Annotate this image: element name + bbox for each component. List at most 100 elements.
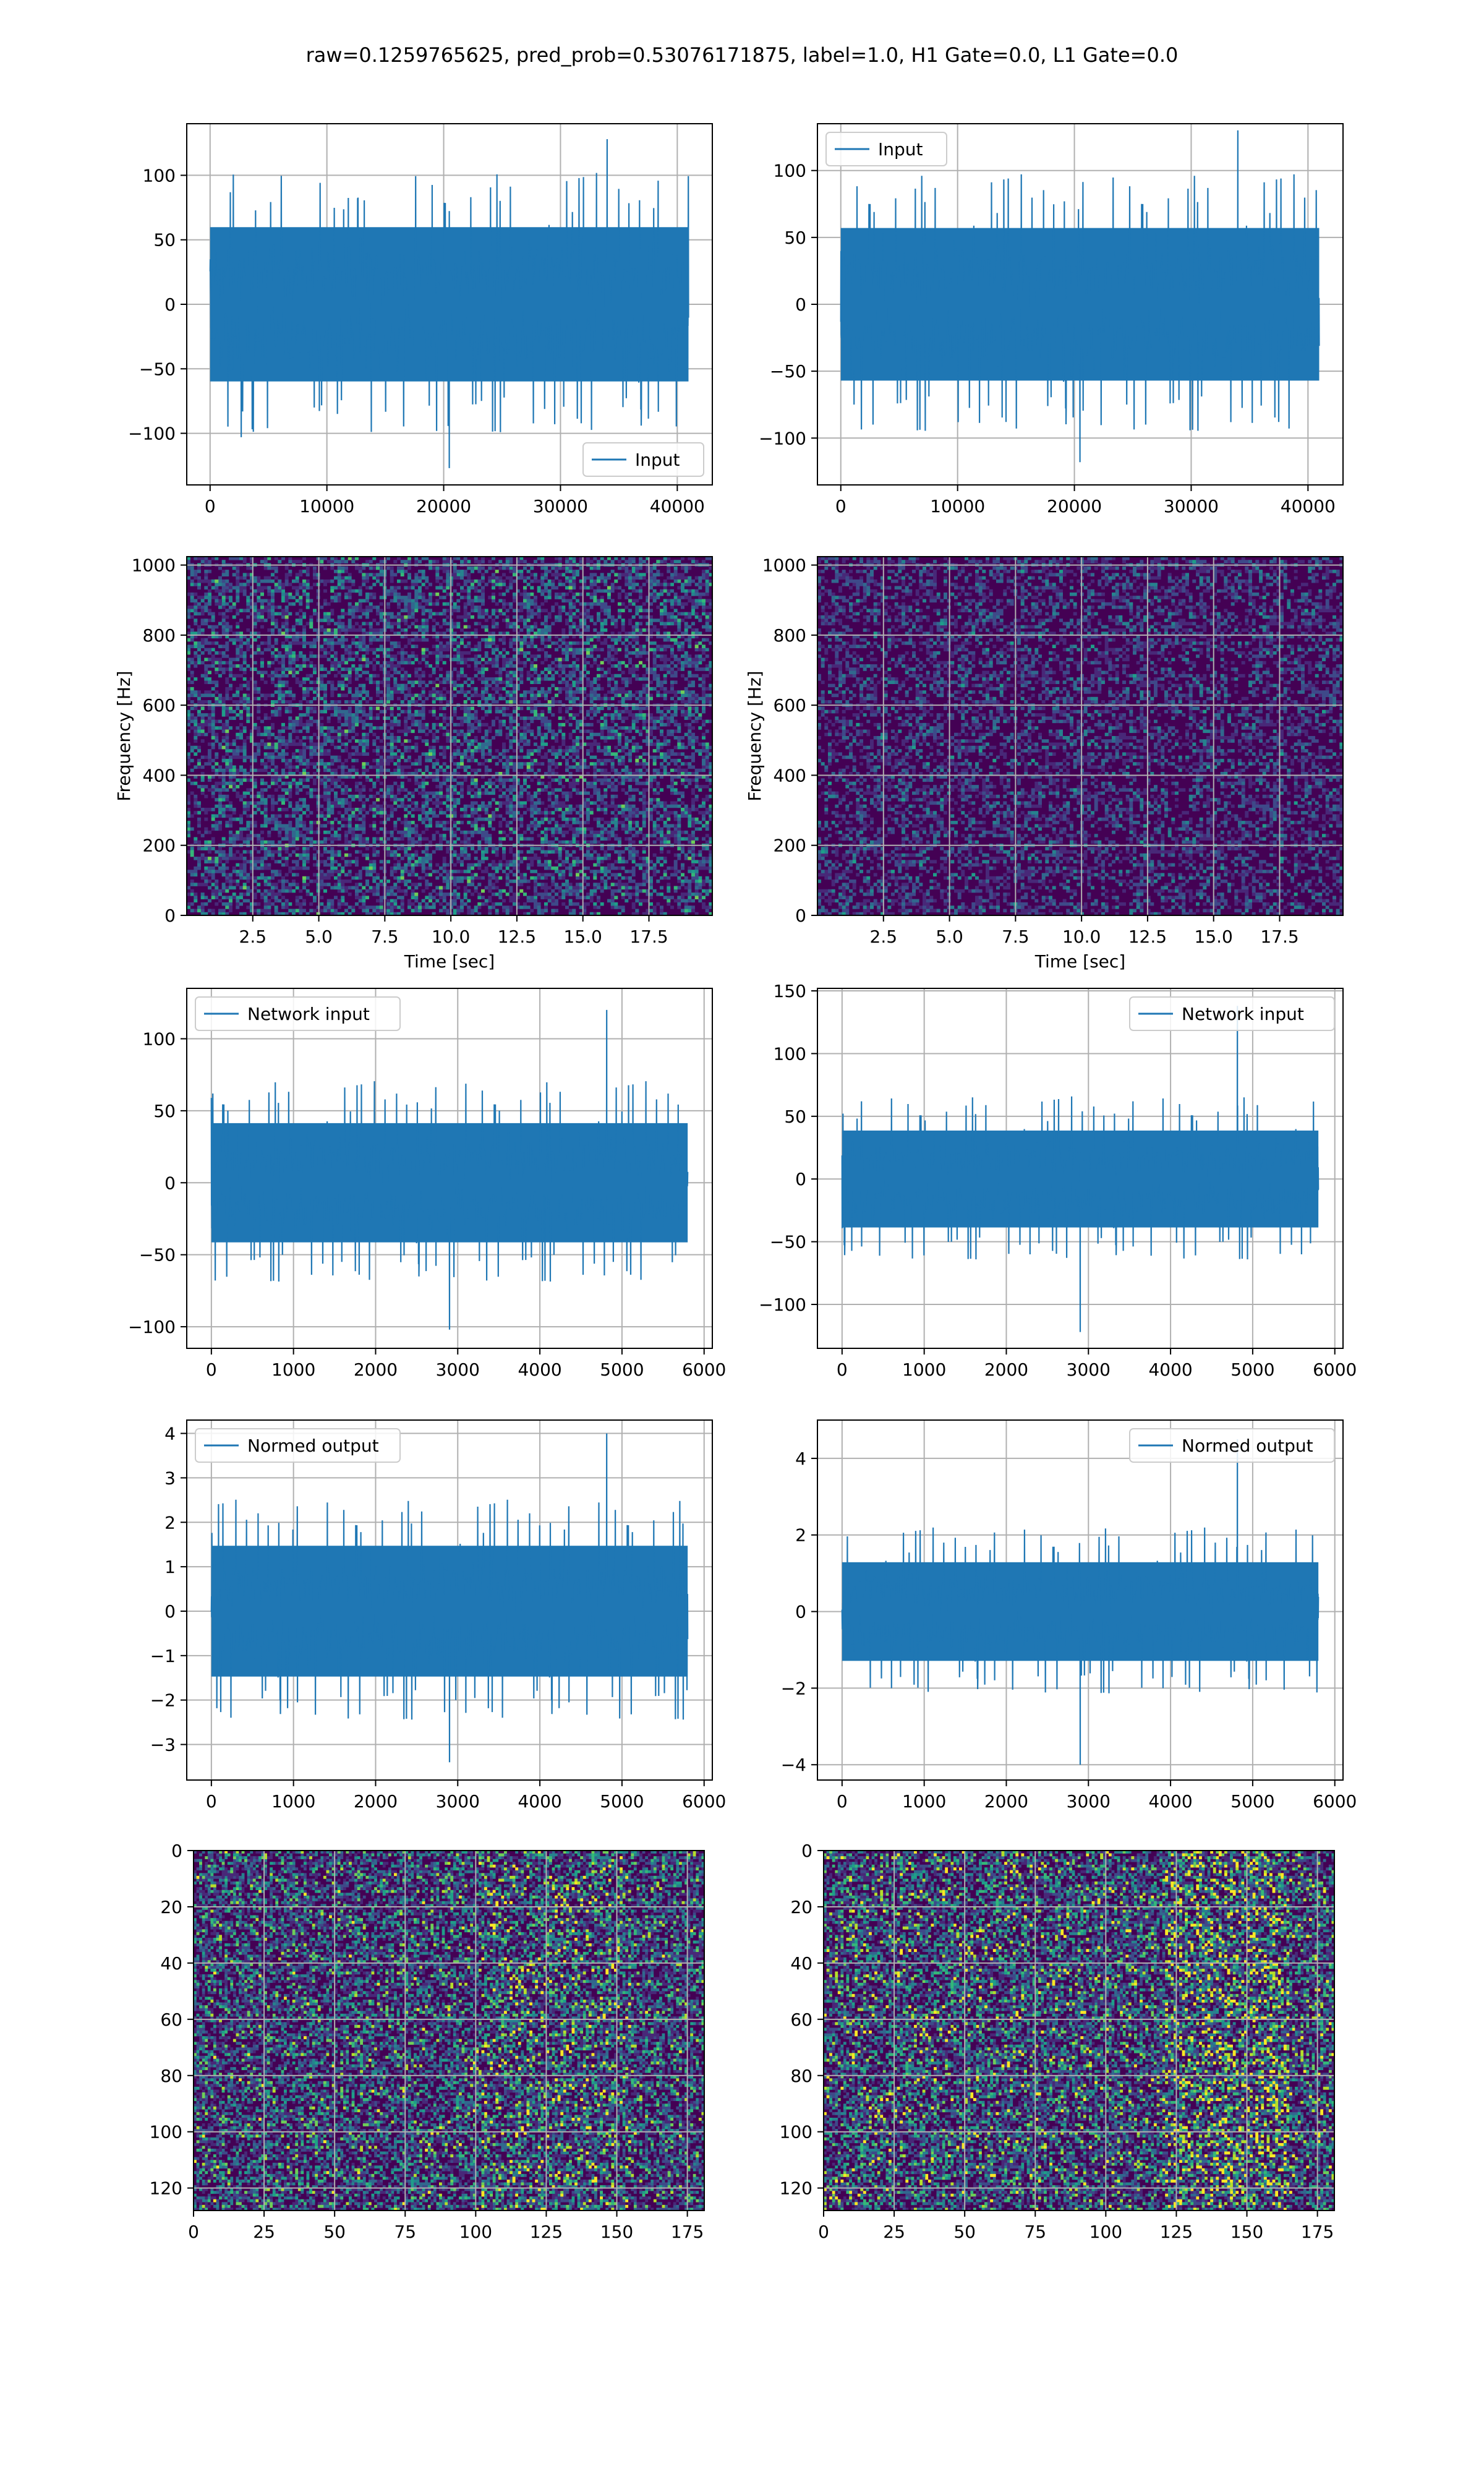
heatmap-cell-group [187,557,712,915]
x-tick-label: 4000 [1148,1791,1192,1812]
legend-label: Network input [1182,1004,1304,1024]
y-tick-label: −2 [150,1690,176,1711]
y-tick-label: 120 [150,2178,182,2199]
y-tick-label: 60 [160,2010,182,2030]
x-tick-label: 4000 [518,1359,561,1380]
x-tick-label: 5000 [600,1791,644,1812]
y-tick-label: 100 [774,1043,806,1064]
x-tick-label: 100 [459,2222,492,2242]
plot-area [817,124,1343,485]
y-tick-label: 2 [164,1512,176,1533]
heatmap-cells [187,557,712,915]
series-line [841,1006,1320,1332]
y-tick-label: −50 [139,1245,176,1265]
y-tick-label: −2 [781,1678,806,1698]
y-tick-label: 0 [164,905,176,926]
x-axis: 0 10000 20000 30000 40000 [205,485,705,516]
chart-p9: 0 25 50 75 100 125 150 175 0 20 40 60 80 100 120 [150,1841,705,2242]
heatmap-cell-group [194,1851,704,2211]
plot-area [817,557,1343,915]
series-line [210,1433,689,1763]
plot-area [187,557,712,915]
y-tick-label: 40 [160,1953,182,1974]
legend-label: Network input [247,1004,370,1024]
x-tick-label: 5000 [1230,1359,1274,1380]
y-tick-label: 1000 [132,555,176,576]
x-tick-label: 25 [253,2222,275,2242]
chart-p7: 0 1000 2000 3000 4000 5000 6000 −3 −2 −1 0 1 2 3 4 Norm… [150,1419,726,1812]
chart-p8: 0 1000 2000 3000 4000 5000 6000 −4 −2 0 2 4 Normed o… [781,1419,1357,1812]
y-tick-label: −50 [770,1232,806,1252]
y-tick-label: 80 [160,2066,182,2086]
x-tick-label: 4000 [518,1791,561,1812]
x-tick-label: 1000 [902,1791,946,1812]
x-tick-label: 5.0 [936,927,963,947]
x-tick-label: 3000 [436,1791,480,1812]
grid [817,557,1343,915]
y-tick-label: −4 [781,1755,806,1775]
y-tick-label: 100 [780,2122,812,2142]
legend-box [582,442,704,477]
legend: Normed output [195,1428,401,1463]
legend-box [1129,996,1335,1031]
y-axis: 0 200 400 600 800 1000 [762,555,817,926]
x-tick-label: 7.5 [371,927,399,947]
y-tick-label: 4 [164,1424,176,1444]
x-tick-label: 150 [600,2222,633,2242]
y-tick-label: 100 [150,2122,182,2142]
x-tick-label: 6000 [1313,1359,1357,1380]
x-axis: 0 1000 2000 3000 4000 5000 6000 [837,1780,1357,1812]
x-tick-label: 125 [530,2222,563,2242]
x-tick-label: 125 [1160,2222,1193,2242]
chart-p5: 0 1000 2000 3000 4000 5000 6000 −100 −50 0 50 100 Ne… [128,988,726,1380]
x-tick-label: 2000 [984,1359,1028,1380]
x-tick-label: 5.0 [305,927,333,947]
y-axis: 0 200 400 600 800 1000 [132,555,187,926]
heatmap-cell-group [817,557,1343,915]
y-tick-label: 50 [153,230,176,250]
x-tick-label: 10000 [930,496,985,516]
y-tick-label: −100 [759,428,806,448]
series-line [841,1439,1320,1765]
x-tick-label: 12.5 [498,927,536,947]
series-line [210,1009,689,1330]
x-tick-label: 3000 [1067,1359,1111,1380]
x-tick-label: 175 [1301,2222,1334,2242]
axes-frame [817,1419,1344,1781]
y-tick-label: 0 [795,1169,806,1189]
x-axis-label: Time [sec] [404,951,495,972]
legend: Input [582,442,704,477]
y-tick-label: 60 [790,2010,812,2030]
chart-p3: 2.5 5.0 7.5 10.0 12.5 15.0 17.5 0 200 400 600 800 10… [114,555,713,972]
y-tick-label: 600 [774,695,806,716]
y-axis: 0 20 40 60 80 100 120 [150,1841,194,2199]
x-tick-label: 4000 [1148,1359,1192,1380]
y-tick-label: 0 [795,294,806,315]
y-tick-label: 0 [164,1601,176,1622]
x-tick-label: 150 [1230,2222,1263,2242]
x-tick-label: 0 [818,2222,829,2242]
heatmap-cell-group [824,1851,1334,2211]
x-tick-label: 1000 [271,1359,315,1380]
legend-label: Input [878,139,923,160]
x-axis: 0 1000 2000 3000 4000 5000 6000 [837,1348,1357,1380]
y-tick-label: 3 [164,1468,176,1488]
heatmap-cell-group [194,1851,704,2211]
heatmap-cell-group [817,557,1343,915]
chart-p1: 0 10000 20000 30000 40000 −100 −50 0 50 100 Input [128,123,713,516]
grid [187,557,712,915]
y-tick-label: 200 [774,836,806,856]
heatmap-cell-group [824,1851,1334,2211]
y-tick-label: 400 [143,765,176,785]
x-tick-label: 30000 [1164,496,1219,516]
legend-label: Normed output [1182,1436,1313,1456]
x-tick-label: 6000 [1313,1791,1357,1812]
x-tick-label: 0 [188,2222,199,2242]
y-tick-label: 4 [795,1449,806,1469]
axes-frame [817,556,1344,916]
y-tick-label: 100 [143,165,176,186]
y-tick-label: 50 [153,1101,176,1121]
heatmap-cell-group [824,1851,1334,2211]
x-axis: 2.5 5.0 7.5 10.0 12.5 15.0 17.5 [239,915,668,947]
